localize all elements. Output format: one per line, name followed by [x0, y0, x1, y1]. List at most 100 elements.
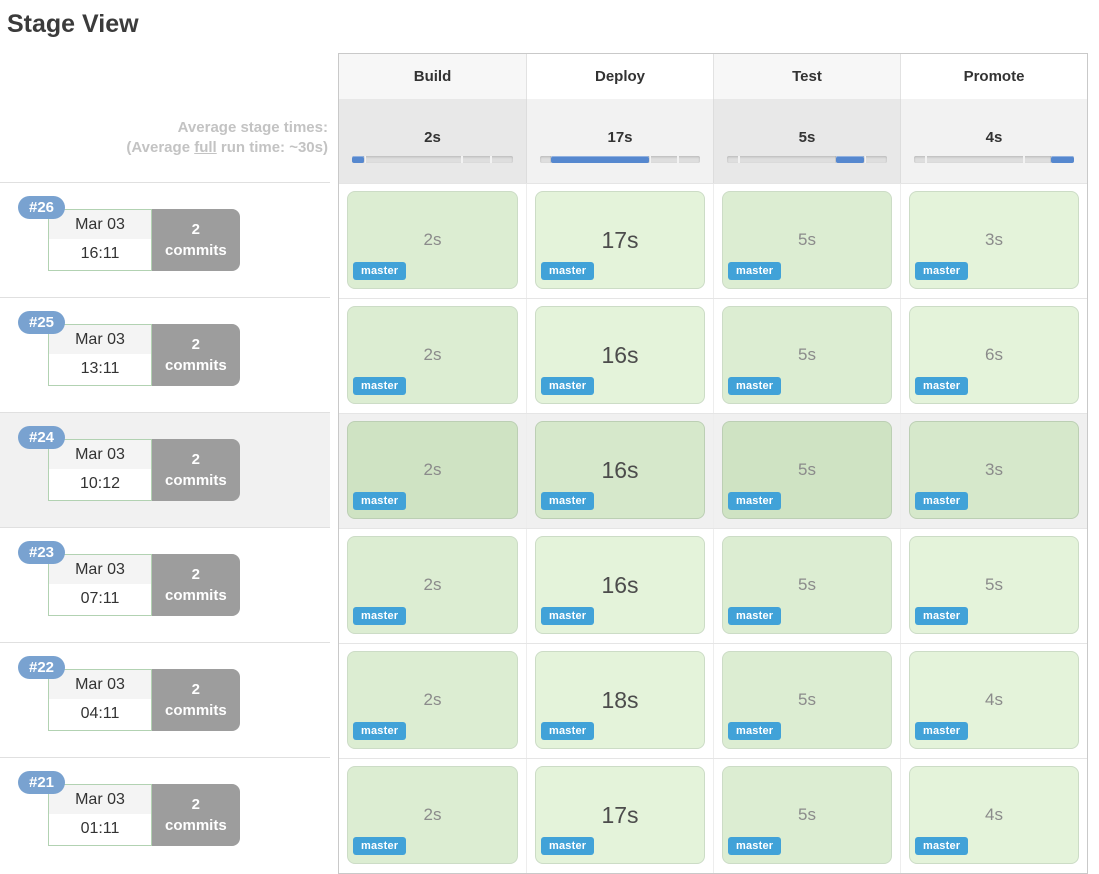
average-stage-times-row: 2s 17s 5s 4s [339, 99, 1087, 183]
run-commits-box[interactable]: 2 commits [152, 784, 240, 846]
stage-duration: 17s [601, 226, 639, 253]
run-date-box[interactable]: Mar 03 16:11 [48, 209, 152, 271]
branch-badge: master [915, 722, 969, 740]
run-commits-box[interactable]: 2 commits [152, 209, 240, 271]
bar-segment-tick [489, 156, 492, 163]
stage-result-box[interactable]: 2s master [347, 191, 518, 289]
stage-result-box[interactable]: 16s master [535, 421, 705, 519]
stage-result-box[interactable]: 17s master [535, 766, 705, 864]
branch-badge: master [728, 722, 782, 740]
stage-average-cell: 4s [900, 99, 1087, 183]
stage-result-box[interactable]: 6s master [909, 306, 1079, 404]
run-time: 04:11 [49, 699, 151, 730]
average-stage-time: 17s [607, 129, 633, 146]
run-commits-box[interactable]: 2 commits [152, 324, 240, 386]
branch-badge: master [353, 607, 407, 625]
run-number-badge[interactable]: #24 [18, 426, 66, 449]
branch-badge: master [353, 722, 407, 740]
run-number-badge[interactable]: #21 [18, 771, 66, 794]
stage-result-box[interactable]: 2s master [347, 651, 518, 749]
commit-count: 2 [191, 451, 201, 468]
run-tag: #25 Mar 03 13:11 2 commits [18, 311, 240, 386]
stage-result-box[interactable]: 17s master [535, 191, 705, 289]
run-label-row: #26 Mar 03 16:11 2 commits [0, 182, 330, 297]
full-run-link[interactable]: full [194, 138, 217, 156]
stage-result-box[interactable]: 5s master [722, 306, 892, 404]
stage-cell: 2s master [339, 759, 526, 873]
stage-result-box[interactable]: 4s master [909, 766, 1079, 864]
run-date: Mar 03 [49, 325, 151, 354]
stage-result-box[interactable]: 2s master [347, 421, 518, 519]
stage-result-box[interactable]: 3s master [909, 191, 1079, 289]
stage-result-box[interactable]: 5s master [909, 536, 1079, 634]
stage-view-layout: Average stage times: (Average full run t… [0, 53, 1099, 874]
run-number-badge[interactable]: #26 [18, 196, 66, 219]
run-row: 2s master 16s master 5s master 3s [339, 413, 1087, 528]
stage-result-box[interactable]: 3s master [909, 421, 1079, 519]
commit-count: 2 [191, 221, 201, 238]
run-commits-box[interactable]: 2 commits [152, 669, 240, 731]
run-row: 2s master 16s master 5s master 5s [339, 528, 1087, 643]
stage-cell: 5s master [713, 414, 900, 528]
bar-segment-tick [738, 156, 741, 163]
run-number-badge[interactable]: #23 [18, 541, 66, 564]
run-number-badge[interactable]: #25 [18, 311, 66, 334]
branch-badge: master [353, 492, 407, 510]
run-time: 07:11 [49, 584, 151, 615]
branch-badge: master [915, 492, 969, 510]
commit-label: commits [165, 242, 227, 259]
branch-badge: master [541, 837, 595, 855]
branch-badge: master [915, 607, 969, 625]
stage-column-header-deploy: Deploy [526, 54, 713, 99]
run-date-box[interactable]: Mar 03 07:11 [48, 554, 152, 616]
stage-duration: 2s [423, 575, 442, 594]
stage-result-box[interactable]: 2s master [347, 536, 518, 634]
stage-result-box[interactable]: 5s master [722, 766, 892, 864]
branch-badge: master [353, 837, 407, 855]
stage-result-box[interactable]: 16s master [535, 306, 705, 404]
run-number-badge[interactable]: #22 [18, 656, 66, 679]
run-row: 2s master 17s master 5s master 4s [339, 758, 1087, 873]
stage-result-box[interactable]: 5s master [722, 191, 892, 289]
stage-result-box[interactable]: 18s master [535, 651, 705, 749]
run-commits-box[interactable]: 2 commits [152, 439, 240, 501]
stage-duration: 5s [798, 690, 816, 709]
stage-result-box[interactable]: 5s master [722, 651, 892, 749]
run-date-box[interactable]: Mar 03 10:12 [48, 439, 152, 501]
run-commits-box[interactable]: 2 commits [152, 554, 240, 616]
stage-duration: 5s [798, 460, 816, 479]
run-date-box[interactable]: Mar 03 01:11 [48, 784, 152, 846]
stage-view-table: Build Deploy Test Promote 2s 17s 5s 4s [338, 53, 1088, 874]
stage-result-box[interactable]: 5s master [722, 536, 892, 634]
stage-cell: 4s master [900, 644, 1087, 758]
stage-duration: 16s [601, 341, 639, 368]
run-label-column: Average stage times: (Average full run t… [0, 53, 330, 872]
branch-badge: master [728, 492, 782, 510]
average-stage-time: 2s [424, 129, 441, 146]
run-label-row: #22 Mar 03 04:11 2 commits [0, 642, 330, 757]
run-time: 13:11 [49, 354, 151, 385]
run-tag: #22 Mar 03 04:11 2 commits [18, 656, 240, 731]
bar-segment-tick [363, 156, 366, 163]
stage-result-box[interactable]: 4s master [909, 651, 1079, 749]
stage-result-box[interactable]: 2s master [347, 306, 518, 404]
stage-cell: 5s master [713, 529, 900, 643]
stage-cell: 5s master [713, 759, 900, 873]
stage-result-box[interactable]: 16s master [535, 536, 705, 634]
header-spacer [0, 53, 330, 98]
stage-timeline-fill [551, 156, 649, 163]
average-stage-time: 5s [798, 129, 816, 146]
average-stage-time: 4s [985, 129, 1003, 146]
stage-result-box[interactable]: 5s master [722, 421, 892, 519]
run-time: 16:11 [49, 239, 151, 270]
run-tag: #21 Mar 03 01:11 2 commits [18, 771, 240, 846]
run-date-box[interactable]: Mar 03 13:11 [48, 324, 152, 386]
commit-label: commits [165, 357, 227, 374]
commit-count: 2 [191, 336, 201, 353]
stage-cell: 5s master [713, 299, 900, 413]
run-label-row: #25 Mar 03 13:11 2 commits [0, 297, 330, 412]
run-date: Mar 03 [49, 440, 151, 469]
commit-count: 2 [191, 566, 201, 583]
run-date-box[interactable]: Mar 03 04:11 [48, 669, 152, 731]
stage-result-box[interactable]: 2s master [347, 766, 518, 864]
